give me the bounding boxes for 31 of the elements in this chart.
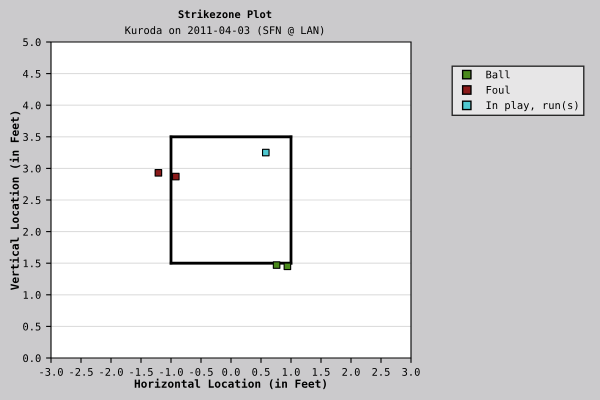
x-tick-label: 1.5 xyxy=(312,368,330,376)
y-tick-label: 3.0 xyxy=(23,164,41,173)
x-tick-label: -2.5 xyxy=(70,368,93,376)
y-tick-label: 1.5 xyxy=(24,260,40,268)
x-tick-label: -2.0 xyxy=(100,368,123,376)
x-tick-label: 2.5 xyxy=(372,368,390,376)
x-tick-label: -0.5 xyxy=(190,368,213,376)
x-tick-label: 3.0 xyxy=(402,368,420,376)
legend-label: Foul xyxy=(486,86,510,94)
x-tick-label: 0.5 xyxy=(252,368,270,376)
chart-title: Strikezone Plot xyxy=(178,10,272,18)
y-tick-label: 2.0 xyxy=(23,228,41,236)
y-axis-title: Vertical Location (in Feet) xyxy=(10,112,20,290)
y-tick-label: 0.0 xyxy=(23,354,41,362)
x-tick-label: -1.0 xyxy=(160,368,183,376)
chart-subtitle: Kuroda on 2011-04-03 (SFN @ LAN) xyxy=(125,26,324,36)
legend-label: In play, run(s) xyxy=(486,101,578,112)
y-tick-label: 0.5 xyxy=(23,322,40,331)
y-tick-label: 1.0 xyxy=(24,291,41,299)
x-tick-label: -1.5 xyxy=(130,368,153,376)
legend-label: Ball xyxy=(486,70,510,78)
y-tick-label: 2.5 xyxy=(23,196,40,204)
x-tick-label: 2.0 xyxy=(342,368,360,376)
y-tick-label: 5.0 xyxy=(23,38,41,46)
x-tick-label: 1.0 xyxy=(282,368,300,376)
y-tick-label: 4.0 xyxy=(22,101,41,110)
x-axis-title: Horizontal Location (in Feet) xyxy=(134,378,326,390)
x-tick-label: 0.0 xyxy=(222,368,240,376)
y-tick-label: 4.5 xyxy=(22,70,40,78)
x-tick-label: -3.0 xyxy=(40,368,63,376)
y-tick-label: 3.5 xyxy=(23,133,40,141)
